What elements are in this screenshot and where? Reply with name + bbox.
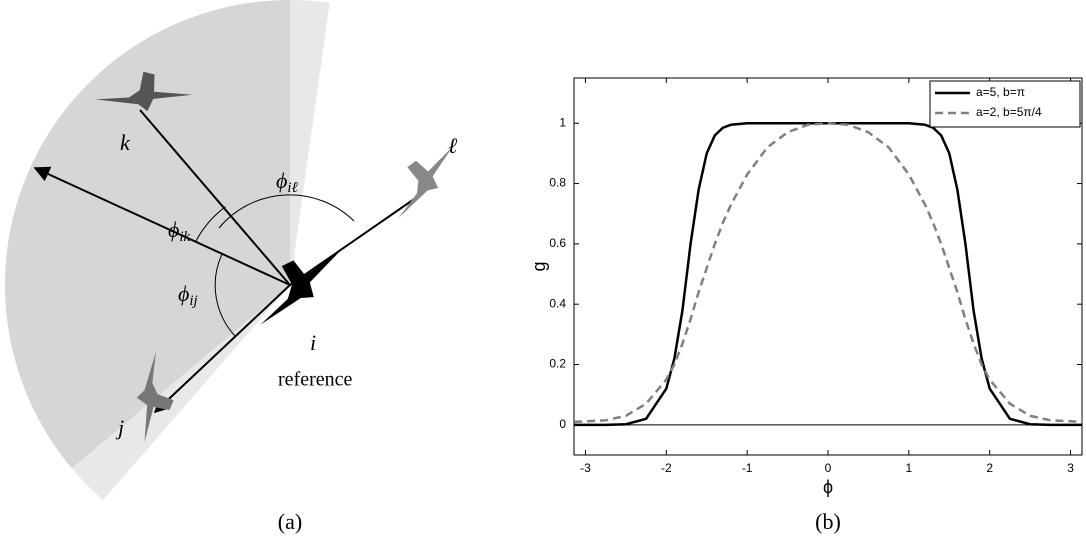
caption: (b) [815,509,841,534]
angle-subscript: iℓ [287,180,297,196]
x-tick-label: 0 [825,461,832,475]
y-tick-label: 0.8 [549,176,566,190]
angle-label: ϕiℓ [276,168,298,196]
legend-label: a=2, b=5π/4 [976,105,1042,119]
x-axis-label: ϕ [823,477,833,497]
bird-label: ℓ [448,133,458,158]
x-tick-label: 2 [986,461,993,475]
x-tick-label: 1 [906,461,913,475]
angle-symbol: ϕ [168,217,179,242]
dark-sector [5,0,291,469]
diagram: k ℓ j i reference ϕiℓ ϕik ϕij [4,0,458,501]
bird-label: j [115,415,124,440]
angle-subscript: ij [189,293,197,309]
y-tick-label: 0.2 [549,357,566,371]
link [289,194,421,286]
plot-area [573,77,1083,456]
bird-label: k [120,130,131,155]
bird-label: i [310,330,316,355]
angle-arc [214,253,236,337]
x-tick-label: -2 [661,461,672,475]
line-series [574,121,1082,424]
link [139,109,291,286]
angle-label: ϕik [168,217,191,245]
bird [398,145,454,219]
angle-label: ϕij [178,281,198,309]
y-tick-label: 0.6 [549,236,566,250]
angle-arc [218,194,355,229]
y-tick-label: 1 [559,115,566,129]
bird [95,71,193,112]
bird [260,250,341,325]
arrow [153,284,291,414]
y-axis-label: g [529,261,549,271]
caption: (a) [278,509,302,534]
y-tick-label: 0 [559,417,566,431]
legend-label: a=5, b=π [976,85,1025,99]
reference-label: reference [278,369,352,391]
angle-subscript: ik [179,229,190,245]
x-tick-label: 3 [1067,461,1074,475]
x-tick-label: -3 [580,461,591,475]
y-tick-label: 0.4 [549,296,566,310]
angle-arc [195,206,226,242]
angle-symbol: ϕ [276,168,287,193]
angle-symbol: ϕ [178,281,189,306]
bird [136,351,174,442]
x-tick-label: -1 [742,461,753,475]
arrow [33,166,291,286]
legend-box [929,80,1081,128]
